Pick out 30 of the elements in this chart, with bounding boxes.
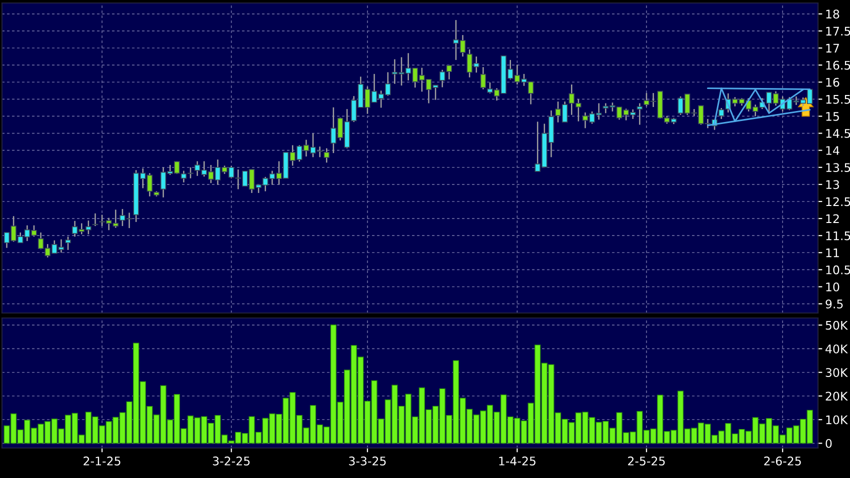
y-tick-label: 10 xyxy=(826,282,840,292)
y-tick-label: 10.5 xyxy=(826,265,850,274)
y-tick-label: 14 xyxy=(826,146,840,155)
y-tick-label: 12 xyxy=(826,214,839,224)
y-tick-label: 11 xyxy=(826,248,839,258)
x-tick-label: 2-1-25 xyxy=(84,456,120,466)
y-tick-label: 18 xyxy=(826,10,840,19)
y-tick-label: 50K xyxy=(826,320,848,330)
x-tick-label: 1-4-25 xyxy=(499,456,536,466)
x-tick-label: 3-2-25 xyxy=(212,456,250,466)
y-tick-label: 14.5 xyxy=(826,129,850,138)
y-tick-label: 13 xyxy=(826,180,840,190)
y-tick-label: 10K xyxy=(826,415,848,424)
y-tick-label: 11.5 xyxy=(826,231,850,240)
x-tick-label: 2-6-25 xyxy=(764,456,801,466)
y-tick-label: 40K xyxy=(826,344,848,354)
y-tick-label: 16.5 xyxy=(826,60,850,70)
y-tick-label: 16 xyxy=(826,78,840,87)
x-tick-label: 3-3-25 xyxy=(349,456,386,466)
y-tick-label: 15 xyxy=(826,112,839,121)
y-tick-label: 0 xyxy=(826,438,832,448)
y-tick-label: 17.5 xyxy=(826,26,850,36)
y-tick-label: 12.5 xyxy=(826,197,850,206)
y-tick-label: 17 xyxy=(826,44,839,52)
y-tick-label: 9.5 xyxy=(826,300,843,308)
y-tick-label: 13.5 xyxy=(826,163,850,172)
x-tick-label: 2-5-25 xyxy=(628,456,665,466)
y-tick-label: 15.5 xyxy=(826,95,850,104)
y-tick-label: 20K xyxy=(826,392,848,401)
y-tick-label: 30K xyxy=(826,368,848,378)
